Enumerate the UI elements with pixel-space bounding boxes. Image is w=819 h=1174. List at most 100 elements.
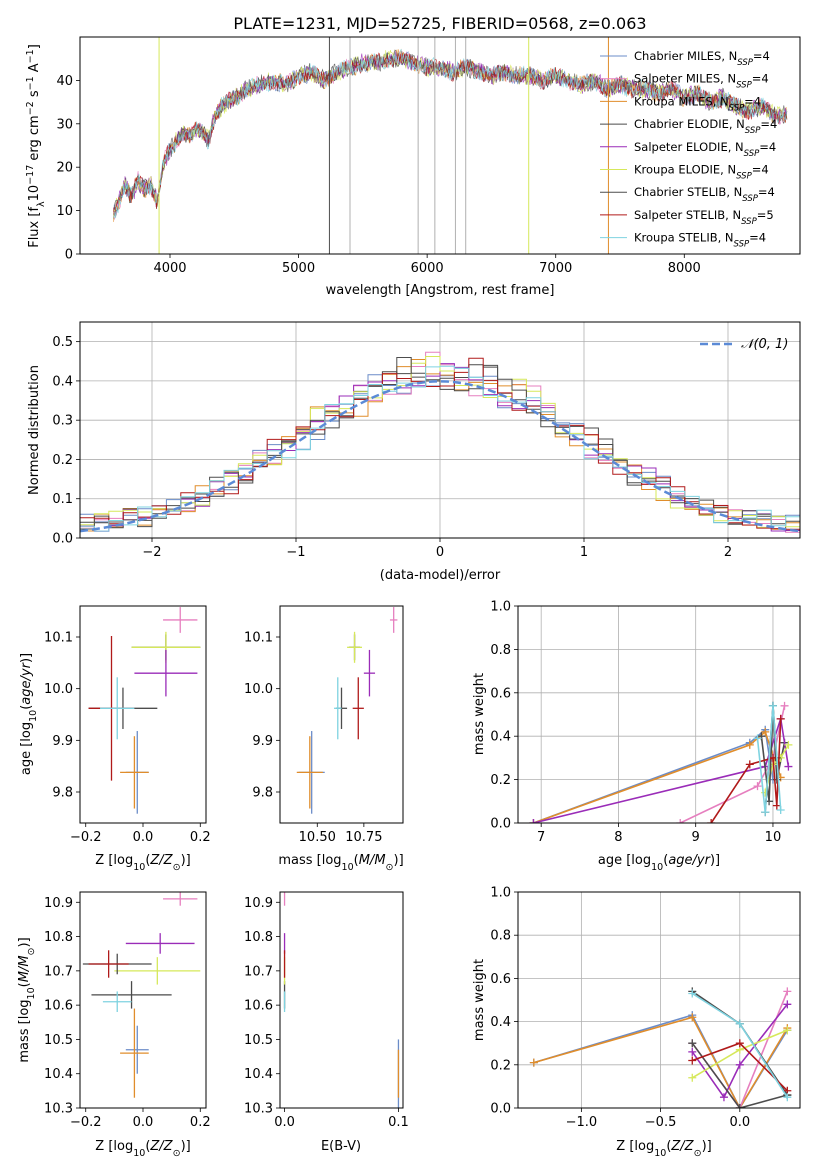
label-part: (: [354, 853, 359, 868]
mass-weight-marker: [688, 1047, 697, 1056]
y-tick-label: 10.4: [44, 1067, 73, 1082]
axes-frame: [79, 891, 207, 1109]
y-tick-label: 10.8: [244, 930, 273, 945]
x-tick-label: 4000: [153, 261, 186, 276]
y-axis-label: mass [log10(M/M⊙)]: [17, 937, 37, 1062]
x-axis-label: Z [log10(Z/Z⊙)]: [95, 853, 190, 873]
plot-area: [82, 892, 201, 1098]
legend-tail: =4: [749, 231, 766, 245]
x-axis-label: age [log10(age/yr)]: [598, 853, 720, 873]
mass-weight-marker: [719, 1093, 728, 1102]
axes-frame: [517, 891, 801, 1109]
y-tick-label: 0.0: [52, 532, 73, 547]
y-tick-label: 0.0: [490, 1102, 511, 1117]
y-tick-label: 10.4: [244, 1067, 273, 1082]
plot-area: [80, 351, 800, 533]
axes-frame: [79, 321, 801, 539]
label-part: (: [145, 1139, 150, 1154]
x-tick-label: 6000: [411, 261, 444, 276]
mass-weight-marker: [784, 762, 793, 771]
legend-text: Kroupa STELIB, N: [634, 231, 734, 245]
mass-weight-marker: [772, 801, 781, 810]
figure-title: PLATE=1231, MJD=52725, FIBERID=0568, z=0…: [233, 14, 646, 33]
legend-text: Salpeter MILES, N: [634, 72, 736, 86]
y-tick-label: 0.4: [490, 730, 511, 745]
x-tick-label: 0.2: [190, 830, 211, 845]
label-part: λ: [36, 201, 47, 207]
x-tick-label: 0: [436, 545, 444, 560]
mass-weight-marker: [745, 740, 754, 749]
x-tick-label: 9: [692, 830, 700, 845]
y-tick-label: 10.5: [244, 1033, 273, 1048]
label-part: −2: [25, 101, 36, 115]
label-part: A: [27, 63, 42, 76]
label-part: −1: [25, 76, 36, 90]
plot-area: [113, 37, 788, 254]
mass-weight-line: [691, 1042, 788, 1108]
legend-text: Chabrier ELODIE, N: [634, 117, 745, 131]
normal-curve: [80, 380, 800, 533]
y-tick-label: 0.6: [490, 972, 511, 987]
legend-tail: =4: [752, 163, 769, 177]
label-part: )]: [181, 853, 191, 868]
legend-entry: 𝒩(0, 1): [741, 337, 788, 352]
legend-tail: =4: [758, 185, 775, 199]
label-part: Z [log: [95, 1139, 133, 1154]
plot-area: [88, 607, 201, 814]
legend-sub: SSP: [729, 103, 745, 113]
mass-weight-marker: [753, 782, 762, 791]
label-part: M/M: [359, 853, 386, 868]
legend-tail: =4: [759, 140, 776, 154]
y-tick-label: 10.8: [44, 930, 73, 945]
mass-weight-marker: [761, 808, 770, 817]
legend-entry: Kroupa ELODIE, NSSP=4: [634, 163, 769, 182]
legend-sub: SSP: [734, 240, 750, 250]
x-axis-label: Z [log10(Z/Z⊙)]: [616, 1139, 711, 1159]
label-part: 10: [342, 862, 354, 873]
y-tick-label: 1.0: [490, 886, 511, 901]
y-tick-label: 0.0: [490, 817, 511, 832]
mass-weight-marker: [761, 727, 770, 736]
x-tick-label: 0.0: [133, 830, 154, 845]
mass-weight-marker: [529, 819, 538, 823]
label-part: age [log: [19, 722, 34, 775]
y-tick-label: 10.5: [44, 1033, 73, 1048]
y-tick-label: 10.3: [244, 1102, 273, 1117]
y-tick-label: 10.1: [244, 631, 273, 646]
label-part: )]: [394, 853, 404, 868]
y-tick-label: 0.8: [490, 929, 511, 944]
plot-area: [529, 701, 793, 823]
y-tick-label: 0: [65, 248, 73, 263]
y-axis-label: Flux [fλ10−17 erg cm−2 s−1 A−1]: [25, 44, 47, 248]
label-part: 10: [26, 987, 37, 999]
legend-text: Kroupa ELODIE, N: [634, 163, 736, 177]
y-axis-label: age [log10(age/yr)]: [19, 653, 39, 775]
label-part: (: [145, 853, 150, 868]
mass-weight-marker: [735, 1104, 744, 1108]
axes-frame: [79, 36, 801, 255]
x-axis-label: (data-model)/error: [380, 568, 501, 583]
label-part: (: [17, 982, 32, 987]
label-part: −1: [25, 49, 36, 63]
plot-area: [296, 607, 398, 814]
mass-weight-marker: [753, 734, 762, 743]
y-tick-label: 9.8: [52, 786, 73, 801]
mass-weight-line: [756, 705, 782, 813]
label-part: age [log: [598, 853, 651, 868]
y-tick-label: 0.4: [52, 374, 73, 389]
label-part: ⊙: [173, 1148, 181, 1159]
label-part: Z/Z: [670, 1139, 694, 1154]
mass-weight-line: [533, 728, 774, 823]
mass-weight-age-axes: 7 8 9 10 0.0 0.2 0.4 0.6 0.8 1.0: [490, 600, 801, 845]
legend-entry: Chabrier ELODIE, NSSP=4: [634, 117, 777, 136]
y-tick-label: 0.2: [52, 453, 73, 468]
x-tick-label: −2: [142, 545, 161, 560]
y-tick-label: 10.7: [244, 964, 273, 979]
legend-text: Chabrier STELIB, N: [634, 185, 742, 199]
x-tick-label: 0.1: [388, 1115, 409, 1130]
x-axis-label: E(B-V): [321, 1139, 361, 1154]
x-tick-label: −1: [286, 545, 305, 560]
legend-tail: =4: [753, 49, 770, 63]
y-tick-label: 10.3: [44, 1102, 73, 1117]
histogram-step: [80, 357, 800, 530]
